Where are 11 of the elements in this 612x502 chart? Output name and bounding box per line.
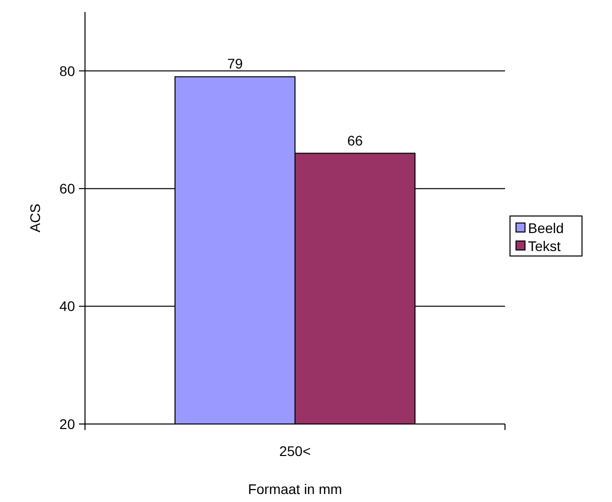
data-label: 66 [347,132,363,148]
x-axis-title: Formaat in mm [248,481,342,497]
y-axis-title: ACS [27,204,43,232]
legend-label: Beeld [528,220,564,236]
legend-label: Tekst [528,238,561,254]
x-tick-label: 250< [279,443,311,459]
y-tick-label: 20 [59,416,76,432]
y-tick-label: 80 [59,62,76,79]
data-label: 79 [227,56,243,72]
y-tick-label: 60 [59,180,76,196]
y-tick-label: 40 [59,298,76,314]
